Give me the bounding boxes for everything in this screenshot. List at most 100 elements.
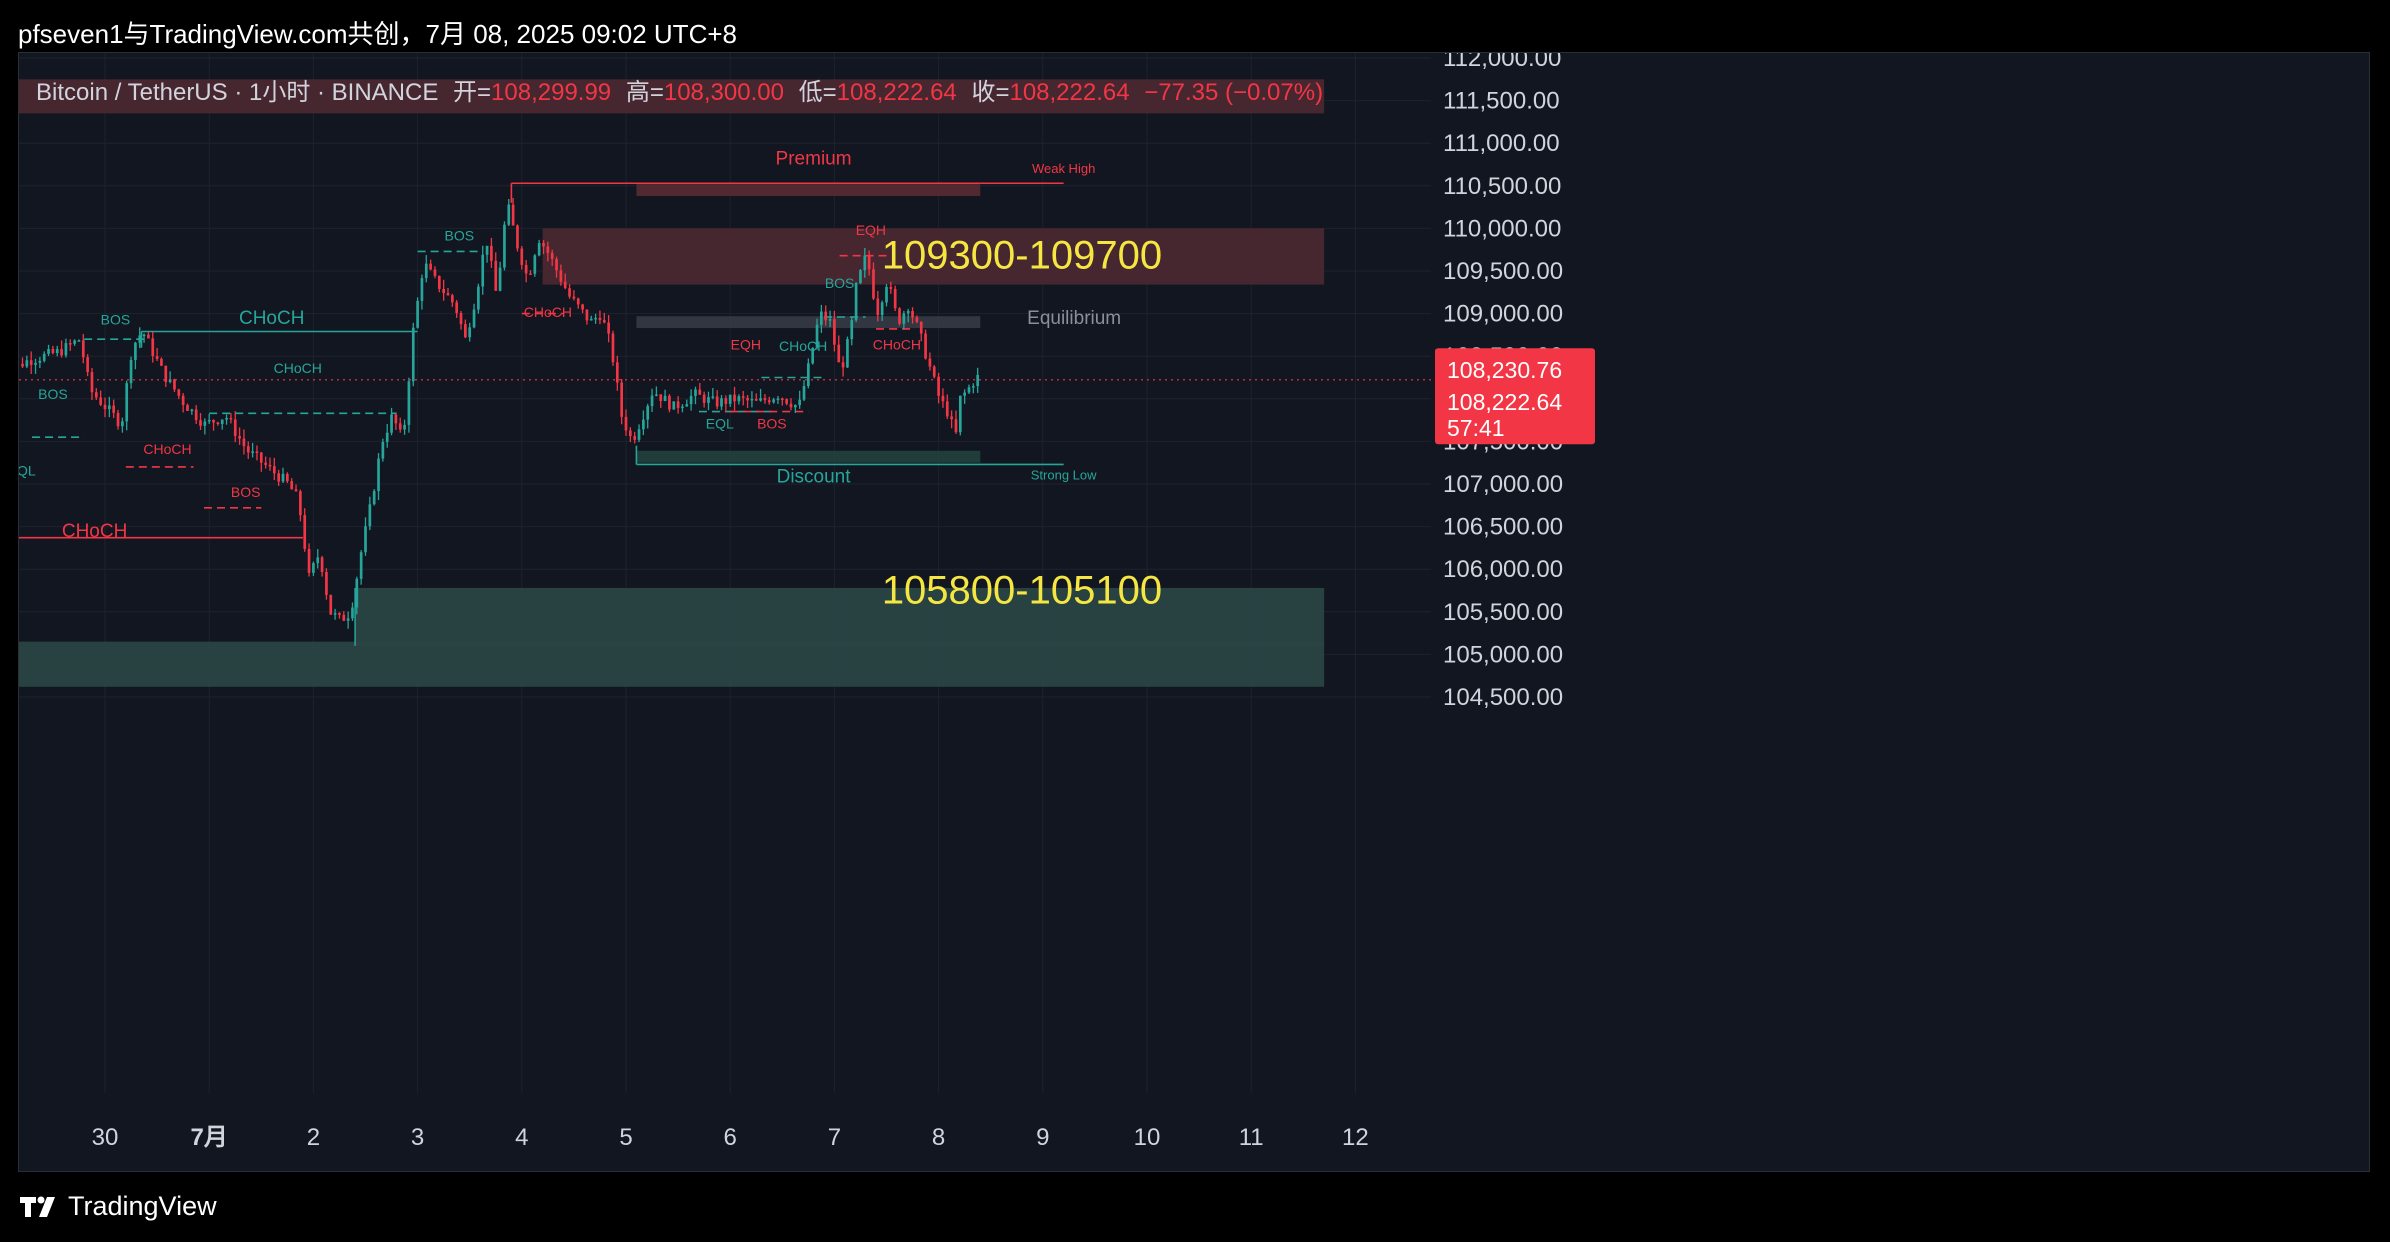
candle-body bbox=[155, 356, 159, 359]
symbol-label[interactable]: Bitcoin / TetherUS · 1小时 · BINANCE bbox=[36, 79, 439, 106]
candle-body bbox=[194, 409, 198, 421]
candle-body bbox=[811, 347, 815, 364]
current-price-tag[interactable] bbox=[1435, 348, 1595, 445]
candle-body bbox=[820, 311, 823, 325]
snapshot-title: pfseven1与TradingView.com共创，7月 08, 2025 0… bbox=[18, 19, 737, 49]
ohlc-legend: Bitcoin / TetherUS · 1小时 · BINANCE 开=108… bbox=[36, 72, 1331, 107]
candle-body bbox=[715, 396, 719, 407]
candle-body bbox=[25, 360, 29, 367]
candle-body bbox=[893, 288, 897, 309]
candle-body bbox=[767, 400, 771, 403]
candle-body bbox=[498, 267, 502, 291]
candle-body bbox=[107, 405, 111, 410]
candle-body bbox=[937, 376, 940, 396]
candle-body bbox=[398, 423, 402, 430]
time-axis-label: 30 bbox=[92, 1124, 119, 1151]
candle-body bbox=[81, 340, 85, 358]
price-axis-label: 112,000.00 bbox=[1443, 53, 1561, 72]
annotation-label: BOS bbox=[444, 227, 474, 243]
time-axis-label: 2 bbox=[307, 1124, 320, 1151]
candle-body bbox=[737, 396, 741, 402]
candle-body bbox=[147, 334, 150, 339]
high-value: 108,300.00 bbox=[663, 79, 784, 106]
candle-body bbox=[290, 481, 294, 490]
candle-body bbox=[915, 317, 919, 322]
price-axis-label: 106,000.00 bbox=[1443, 556, 1563, 583]
candle-body bbox=[437, 275, 441, 289]
annotation-label: CHoCH bbox=[274, 360, 322, 376]
candle-body bbox=[550, 253, 554, 260]
candle-body bbox=[789, 403, 793, 408]
tradingview-logo[interactable]: TradingView bbox=[20, 1191, 217, 1222]
candle-body bbox=[168, 379, 172, 382]
candle-body bbox=[246, 446, 250, 453]
candle-body bbox=[958, 395, 962, 433]
candle-body bbox=[112, 405, 116, 413]
candle-body bbox=[64, 343, 68, 356]
candle-body bbox=[750, 399, 754, 401]
annotation-label: Equilibrium bbox=[1027, 308, 1121, 329]
candle-body bbox=[294, 489, 298, 492]
candle-body bbox=[837, 344, 841, 363]
candle-body bbox=[34, 362, 37, 365]
candle-body bbox=[655, 394, 658, 396]
candle-body bbox=[568, 288, 571, 297]
equilibrium-zone bbox=[636, 316, 981, 329]
candle-body bbox=[941, 395, 945, 402]
candle-body bbox=[481, 254, 485, 287]
candle-body bbox=[303, 515, 307, 549]
candle-body bbox=[698, 389, 702, 395]
candle-body bbox=[177, 389, 181, 396]
candle-body bbox=[116, 412, 120, 427]
candle-body bbox=[203, 421, 207, 426]
candle-body bbox=[286, 473, 289, 482]
candle-body bbox=[594, 317, 597, 320]
candle-body bbox=[86, 357, 89, 373]
time-axis-label: 6 bbox=[724, 1124, 737, 1151]
price-chart[interactable]: 109300-109700 105800-105100 Premium Weak Hi… bbox=[19, 53, 2371, 1173]
candle-body bbox=[186, 405, 189, 411]
candle-body bbox=[711, 396, 715, 398]
candle-body bbox=[21, 363, 24, 367]
candle-body bbox=[225, 417, 228, 420]
candle-body bbox=[520, 248, 524, 265]
candle-body bbox=[602, 320, 606, 323]
candle-body bbox=[94, 392, 98, 398]
candle-body bbox=[563, 281, 567, 289]
candle-body bbox=[902, 313, 906, 324]
annotation-label: BOS bbox=[825, 275, 855, 291]
candle-body bbox=[429, 263, 432, 270]
premium-zone bbox=[636, 184, 981, 197]
candle-body bbox=[793, 405, 797, 408]
candle-body bbox=[355, 578, 359, 608]
candle-body bbox=[394, 414, 398, 424]
candle-body bbox=[359, 552, 363, 579]
candle-body bbox=[672, 401, 676, 410]
time-axis-label: 11 bbox=[1239, 1124, 1264, 1151]
candle-body bbox=[529, 273, 532, 275]
candle-body bbox=[516, 225, 519, 249]
annotation-label: EQL bbox=[19, 462, 36, 478]
candle-body bbox=[633, 436, 637, 440]
candle-body bbox=[898, 308, 901, 324]
candle-body bbox=[607, 322, 610, 334]
demand-zone-105800-105100 bbox=[355, 587, 1325, 646]
candle-body bbox=[889, 286, 893, 289]
candle-body bbox=[637, 429, 641, 440]
candle-body bbox=[681, 406, 684, 409]
candle-body bbox=[485, 245, 489, 255]
candle-body bbox=[351, 607, 354, 619]
candle-body bbox=[676, 401, 680, 408]
candle-body bbox=[151, 338, 155, 357]
candle-body bbox=[212, 419, 215, 423]
candle-body bbox=[911, 311, 914, 318]
candle-body bbox=[689, 395, 693, 405]
chart-panel[interactable]: 109300-109700 105800-105100 Premium Weak Hi… bbox=[18, 52, 2370, 1172]
candle-body bbox=[407, 381, 411, 425]
candle-body bbox=[60, 349, 63, 356]
annotation-label: EQH bbox=[731, 336, 761, 352]
candle-body bbox=[585, 309, 589, 321]
candle-body bbox=[77, 340, 81, 342]
price-axis-label: 109,500.00 bbox=[1443, 258, 1563, 285]
candle-body bbox=[932, 366, 936, 377]
